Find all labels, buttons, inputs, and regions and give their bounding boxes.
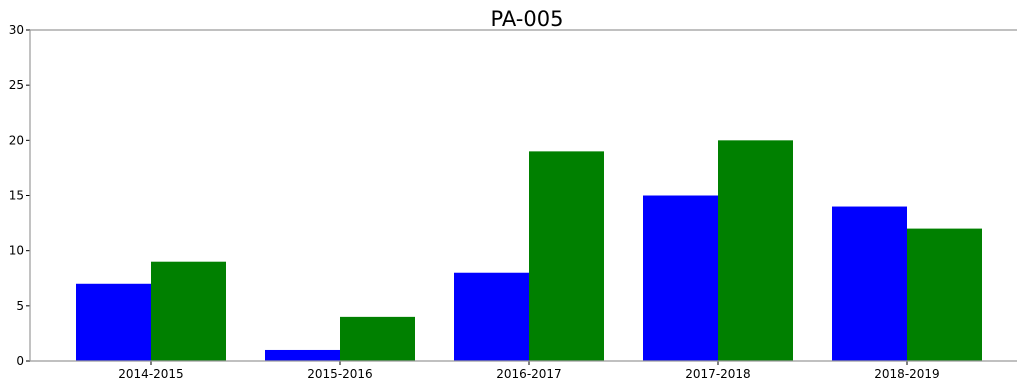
y-axis-ticks: 0 5 10 15 20 25 30 bbox=[9, 23, 30, 368]
y-tick-label: 30 bbox=[9, 23, 24, 37]
y-tick-label: 10 bbox=[9, 244, 24, 258]
x-tick-label: 2015-2016 bbox=[307, 367, 372, 381]
x-tick-label: 2017-2018 bbox=[685, 367, 750, 381]
bar-2014-2015-series-1 bbox=[76, 283, 151, 361]
bar-2014-2015-series-2 bbox=[151, 261, 226, 361]
y-tick-label: 5 bbox=[16, 299, 24, 313]
bar-2015-2016-series-1 bbox=[265, 349, 340, 361]
y-tick-label: 25 bbox=[9, 78, 24, 92]
bar-2018-2019-series-1 bbox=[832, 206, 907, 361]
y-tick-label: 20 bbox=[9, 133, 24, 147]
bar-2017-2018-series-1 bbox=[643, 195, 718, 361]
bars-group bbox=[76, 140, 982, 361]
x-tick-label: 2018-2019 bbox=[874, 367, 939, 381]
y-tick-label: 0 bbox=[16, 354, 24, 368]
bar-2018-2019-series-2 bbox=[907, 228, 982, 361]
bar-2015-2016-series-2 bbox=[340, 316, 415, 361]
bar-2016-2017-series-1 bbox=[454, 272, 529, 361]
x-tick-label: 2014-2015 bbox=[118, 367, 183, 381]
chart-title: PA-005 bbox=[491, 7, 564, 31]
x-axis-ticks: 2014-2015 2015-2016 2016-2017 2017-2018 2018… bbox=[118, 361, 940, 381]
bar-2017-2018-series-2 bbox=[718, 140, 793, 361]
y-tick-label: 15 bbox=[9, 189, 24, 203]
bar-2016-2017-series-2 bbox=[529, 151, 604, 361]
x-tick-label: 2016-2017 bbox=[496, 367, 561, 381]
